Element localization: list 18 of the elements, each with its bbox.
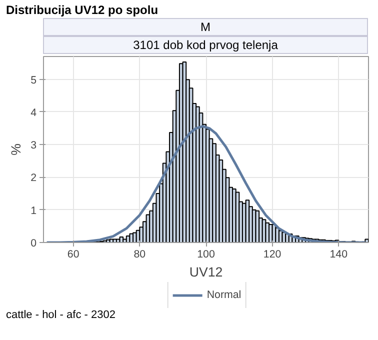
chart-subtitle: M: [200, 19, 210, 35]
y-tick-label: 5: [30, 74, 37, 86]
text: 3101 dob kod prvog telenja: [133, 37, 278, 53]
y-tick-label: 0: [30, 238, 37, 250]
chart-title: Distribucija UV12 po spolu: [6, 2, 158, 19]
x-tick-label: 140: [330, 248, 348, 260]
y-tick-label: 4: [30, 106, 37, 119]
x-tick-label: 60: [67, 248, 80, 260]
y-tick-label: 2: [30, 172, 37, 184]
y-axis-title: %: [8, 143, 24, 156]
legend-label: Normal: [206, 289, 242, 301]
x-tick-label: 120: [263, 248, 282, 260]
text: cattle - hol - afc - 2302: [6, 308, 116, 323]
y-tick-label: 1: [30, 204, 37, 217]
x-tick-label: 80: [134, 248, 146, 260]
x-axis-title: UV12: [189, 264, 223, 280]
y-tick-label: 3: [30, 140, 37, 152]
x-tick-label: 100: [197, 248, 215, 260]
